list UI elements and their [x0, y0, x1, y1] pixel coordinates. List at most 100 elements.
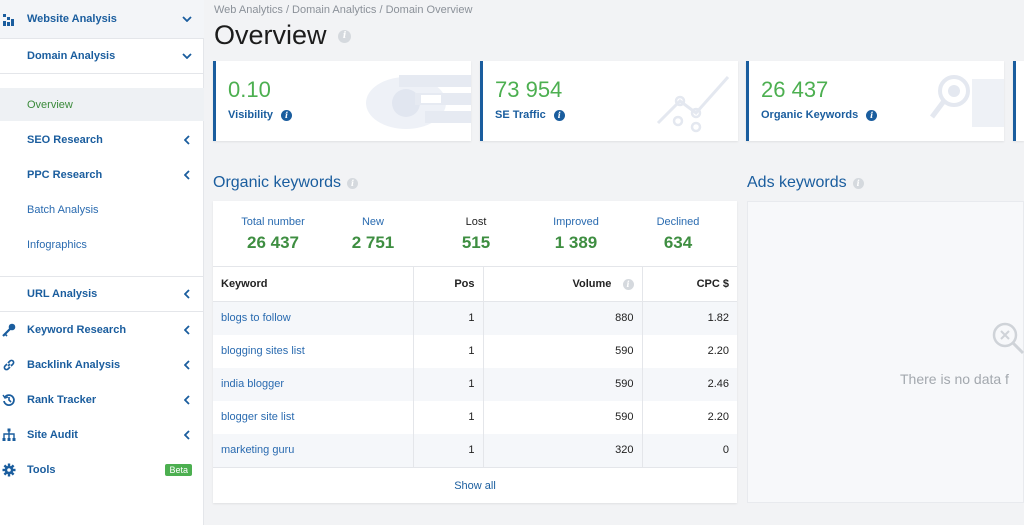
- sidebar-item-batch-analysis[interactable]: Batch Analysis: [0, 193, 204, 226]
- keyword-link[interactable]: blogger site list: [213, 400, 414, 434]
- search-key-illustration-icon: [930, 75, 1004, 127]
- section-title-text: Organic keywords: [213, 174, 342, 191]
- volume-cell: 320: [483, 433, 643, 467]
- stat-value: 2 751: [351, 233, 395, 252]
- chevron-left-icon: [182, 359, 192, 370]
- sidebar-item-label: Overview: [27, 98, 73, 111]
- keyword-link[interactable]: blogs to follow: [213, 301, 414, 335]
- organic-keywords-value: 26 437: [761, 77, 829, 102]
- stat-value: 634: [663, 233, 693, 252]
- search-icon: [992, 322, 1024, 355]
- ads-keywords-panel: There is no data f: [747, 201, 1024, 503]
- column-header-keyword[interactable]: Keyword: [213, 266, 414, 302]
- sidebar-item-keyword-research[interactable]: Keyword Research: [0, 313, 204, 346]
- sidebar-item-label: Rank Tracker: [27, 393, 97, 406]
- cpc-cell: 2.20: [707, 345, 729, 357]
- info-icon[interactable]: i: [852, 177, 864, 189]
- sidebar-item-rank-tracker[interactable]: Rank Tracker: [0, 383, 204, 416]
- stat-label: Improved: [553, 216, 599, 228]
- link-icon: [2, 358, 16, 372]
- sidebar-item-label: Infographics: [27, 238, 87, 251]
- se-traffic-card: 73 954 SE Traffic i: [480, 61, 738, 141]
- page-title-text: Overview: [214, 20, 327, 50]
- stat-value: 26 437: [247, 233, 299, 252]
- sidebar-item-label: Domain Analysis: [27, 50, 116, 62]
- stat-label: New: [361, 216, 384, 228]
- sidebar-item-site-audit[interactable]: Site Audit: [0, 418, 204, 451]
- volume-cell: 880: [483, 301, 643, 335]
- chevron-left-icon: [182, 429, 192, 440]
- gear-icon: [2, 463, 16, 477]
- info-icon[interactable]: i: [347, 177, 359, 189]
- sidebar-item-label: Site Audit: [27, 428, 78, 441]
- sidebar: Website Analysis Domain Analysis Overvie…: [0, 0, 204, 525]
- card-label-text: SE Traffic: [495, 109, 546, 121]
- stat-improved[interactable]: Improved 1 389: [531, 216, 621, 253]
- ads-keywords-heading: Ads keywords i: [747, 174, 864, 192]
- column-header-volume[interactable]: Volume i: [483, 266, 643, 302]
- keyword-link[interactable]: blogging sites list: [213, 334, 414, 368]
- se-traffic-value: 73 954: [495, 77, 563, 102]
- organic-keywords-label: Organic Keywords i: [761, 109, 878, 121]
- stat-value: 515: [461, 233, 491, 252]
- sidebar-item-url-analysis[interactable]: URL Analysis: [0, 277, 204, 310]
- organic-keywords-panel: Total number 26 437 New 2 751 Lost 515 I…: [213, 201, 737, 503]
- cpc-cell: 0: [642, 433, 737, 467]
- sidebar-item-backlink-analysis[interactable]: Backlink Analysis: [0, 348, 204, 381]
- sitemap-icon: [2, 428, 16, 442]
- visibility-card: 0.10 Visibility i: [213, 61, 471, 141]
- sidebar-item-label: URL Analysis: [27, 287, 98, 300]
- keyword-link[interactable]: india blogger: [213, 367, 414, 401]
- sidebar-item-label: Batch Analysis: [27, 203, 99, 216]
- table-row: blogs to follow 1 880 1.82: [213, 301, 737, 335]
- volume-cell: 590: [483, 367, 643, 401]
- info-icon[interactable]: i: [866, 109, 878, 121]
- info-icon[interactable]: i: [281, 109, 293, 121]
- pos-cell: 1: [413, 400, 484, 434]
- stat-new[interactable]: New 2 751: [328, 216, 418, 253]
- sidebar-item-seo-research[interactable]: SEO Research: [0, 123, 204, 156]
- eye-illustration-icon: [366, 75, 471, 129]
- info-icon[interactable]: i: [338, 30, 352, 44]
- history-icon: [2, 393, 16, 407]
- divider: [0, 38, 204, 39]
- beta-badge: Beta: [165, 463, 192, 476]
- info-icon[interactable]: i: [622, 278, 634, 290]
- keywords-table: Keyword Pos Volume i CPC $ blogs to foll…: [213, 266, 737, 467]
- divider: [0, 311, 204, 312]
- column-header-pos[interactable]: Pos: [413, 266, 484, 302]
- sidebar-item-overview[interactable]: Overview: [0, 88, 204, 121]
- sidebar-item-website-analysis[interactable]: Website Analysis: [0, 0, 204, 38]
- cpc-cell: 2.20: [707, 411, 729, 423]
- column-header-volume-label: Volume: [572, 278, 612, 290]
- sidebar-item-tools[interactable]: Tools Beta: [0, 453, 204, 486]
- chevron-left-icon: [182, 394, 192, 405]
- pos-cell: 1: [413, 334, 484, 368]
- sidebar-item-label: Tools: [27, 463, 56, 476]
- chevron-left-icon: [182, 288, 192, 299]
- stat-lost[interactable]: Lost 515: [431, 216, 521, 253]
- trend-illustration-icon: [656, 76, 730, 133]
- keyword-link[interactable]: marketing guru: [213, 433, 414, 467]
- table-row: india blogger 1 590 2.46: [213, 367, 737, 401]
- info-icon[interactable]: i: [553, 109, 565, 121]
- column-header-cpc[interactable]: CPC $: [642, 266, 737, 302]
- show-all-link[interactable]: Show all: [454, 480, 496, 492]
- stat-declined[interactable]: Declined 634: [633, 216, 723, 253]
- se-traffic-label: SE Traffic i: [495, 109, 565, 121]
- stat-total[interactable]: Total number 26 437: [228, 216, 318, 253]
- volume-cell: 590: [483, 400, 643, 434]
- sidebar-item-ppc-research[interactable]: PPC Research: [0, 158, 204, 191]
- organic-keywords-card: 26 437 Organic Keywords i: [746, 61, 1004, 141]
- divider: [0, 73, 204, 74]
- stat-label: Total number: [241, 216, 305, 228]
- table-header-row: Keyword Pos Volume i CPC $: [213, 266, 737, 302]
- visibility-value: 0.10: [228, 77, 271, 102]
- sidebar-item-infographics[interactable]: Infographics: [0, 228, 204, 261]
- stat-label: Declined: [656, 216, 700, 228]
- organic-keywords-heading: Organic keywords i: [213, 174, 359, 192]
- stat-label: Lost: [465, 216, 487, 228]
- volume-cell: 590: [483, 334, 643, 368]
- sidebar-item-domain-analysis[interactable]: Domain Analysis: [0, 39, 204, 73]
- cpc-cell: 2.46: [642, 367, 737, 401]
